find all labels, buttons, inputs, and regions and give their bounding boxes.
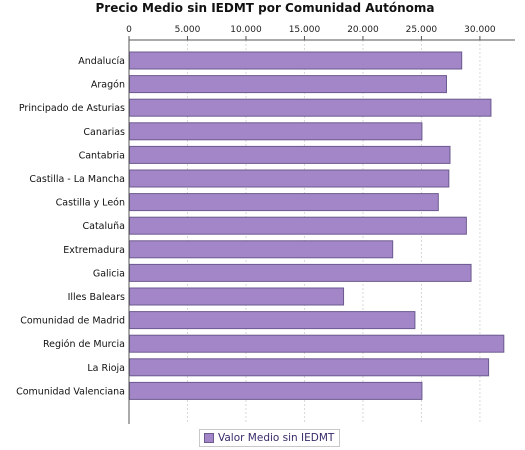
category-label: Canarias xyxy=(83,127,125,138)
x-tick-label: 10.000 xyxy=(230,25,262,35)
bar xyxy=(129,216,467,235)
category-label: Castilla y León xyxy=(56,198,125,209)
category-label: Región de Murcia xyxy=(43,339,125,350)
category-labels: Andalucía Aragón Principado de Asturias Can… xyxy=(16,56,125,397)
category-label: La Rioja xyxy=(87,363,125,374)
bar xyxy=(129,334,505,353)
category-label: Galicia xyxy=(93,268,125,279)
bar xyxy=(129,169,450,188)
bars xyxy=(129,51,505,400)
x-tick-label: 20.000 xyxy=(347,25,379,35)
legend-label: Valor Medio sin IEDMT xyxy=(218,432,335,444)
bar xyxy=(129,98,492,117)
legend: Valor Medio sin IEDMT xyxy=(199,429,341,447)
category-label: Comunidad Valenciana xyxy=(16,386,125,397)
legend-swatch xyxy=(204,433,214,443)
x-axis-ticks: 0 5.000 10.000 15.000 20.000 25.000 30.000 xyxy=(126,25,496,40)
category-label: Comunidad de Madrid xyxy=(20,316,125,327)
bar xyxy=(129,75,447,94)
x-tick-label: 15.000 xyxy=(289,25,321,35)
bar xyxy=(129,311,416,330)
category-label: Andalucía xyxy=(78,56,125,67)
bar xyxy=(129,287,345,306)
category-label: Aragón xyxy=(91,80,125,91)
category-label: Cantabria xyxy=(79,150,125,161)
category-label: Cataluña xyxy=(82,221,125,232)
x-tick-label: 30.000 xyxy=(464,25,496,35)
chart-title: Precio Medio sin IEDMT por Comunidad Aut… xyxy=(96,1,435,15)
category-label: Extremadura xyxy=(63,245,125,256)
bar xyxy=(129,193,439,212)
bar xyxy=(129,51,463,70)
category-label: Castilla - La Mancha xyxy=(29,174,125,185)
bar xyxy=(129,240,394,259)
x-tick-label: 25.000 xyxy=(406,25,438,35)
x-tick-label: 5.000 xyxy=(175,25,201,35)
bar xyxy=(129,263,472,282)
bar xyxy=(129,122,423,141)
category-label: Principado de Asturias xyxy=(19,103,125,114)
x-tick-label: 0 xyxy=(126,25,132,35)
category-label: Illes Balears xyxy=(68,292,125,303)
bar xyxy=(129,358,490,377)
bar xyxy=(129,381,423,400)
bar xyxy=(129,145,451,164)
